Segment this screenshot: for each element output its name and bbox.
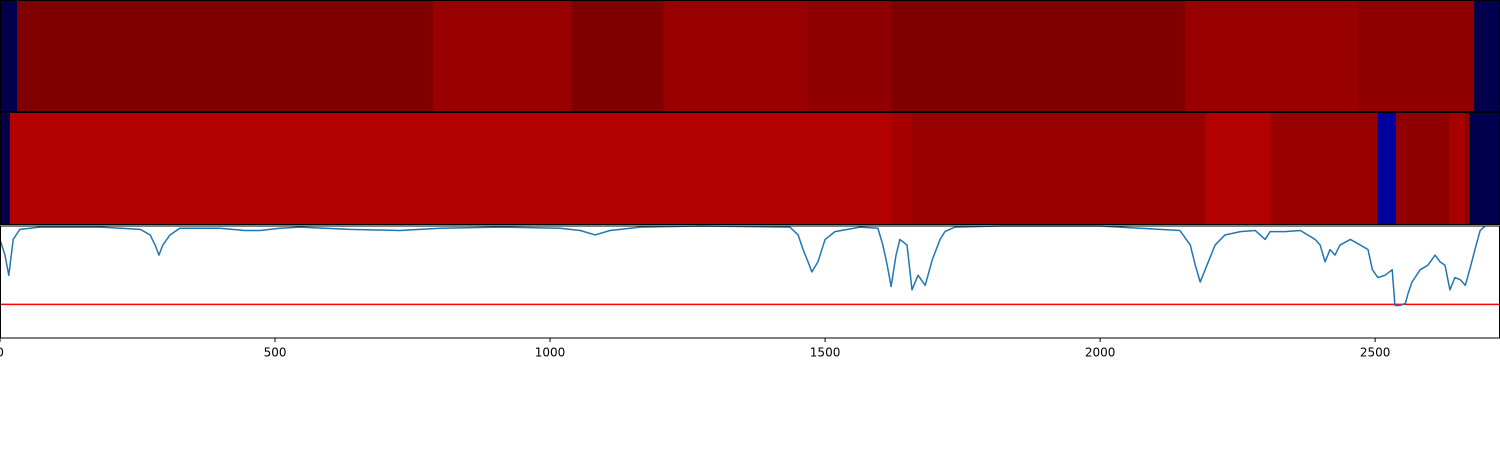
x-tick-label: 0 [0, 346, 4, 360]
strip-segment [17, 1, 434, 112]
strip-segment [0, 113, 11, 225]
strip-segment [1358, 1, 1475, 112]
strip-segment [663, 1, 809, 112]
strip-segment [891, 1, 1186, 112]
x-tick-label: 2500 [1360, 346, 1391, 360]
strip-segment [1449, 113, 1466, 225]
strip-segment [1474, 1, 1500, 112]
strip-segment [9, 113, 892, 225]
strip-segment [570, 1, 665, 112]
strip-segment [432, 1, 572, 112]
strip-segment [1465, 113, 1470, 225]
strip-segment [1271, 113, 1378, 225]
x-tick-label: 1000 [535, 346, 566, 360]
x-tick-label: 500 [264, 346, 287, 360]
strip-segment [1205, 113, 1272, 225]
strip-segment [0, 1, 18, 112]
strip-segment [891, 113, 913, 225]
strip-segment [1185, 1, 1359, 112]
panel-frame [0, 225, 1500, 339]
signal-line [0, 225, 1486, 307]
strip-segment [808, 1, 892, 112]
x-tick-label: 1500 [810, 346, 841, 360]
strip-segment [911, 113, 929, 225]
strip-segment [927, 113, 1206, 225]
strip-segment [1377, 113, 1397, 225]
x-tick-label: 2000 [1085, 346, 1116, 360]
strip-segment [1469, 113, 1500, 225]
strip-segment [1396, 113, 1450, 225]
